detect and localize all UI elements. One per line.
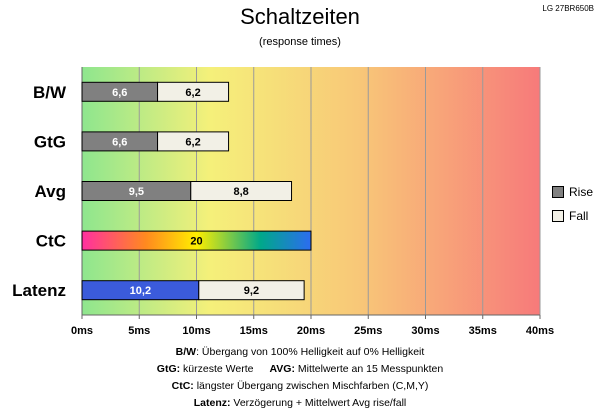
x-tick-label: 30ms [411, 325, 439, 337]
x-tick-label: 10ms [182, 325, 210, 337]
notes: B/W: Übergang von 100% Helligkeit auf 0%… [0, 344, 600, 412]
note-key: CtC: [171, 380, 194, 392]
bar-fall [190, 181, 293, 201]
note-key: GtG: [156, 363, 181, 375]
bar-rise [81, 230, 312, 251]
note-text: : Übergang von 100% Helligkeit auf 0% He… [196, 346, 425, 358]
data-label-rise: 6,6 [112, 136, 127, 148]
note-key: B/W [175, 346, 197, 358]
data-label-rise: 10,2 [130, 285, 151, 297]
chart-subtitle: (response times) [259, 36, 341, 48]
legend-label-rise: Rise [569, 185, 594, 199]
legend: Rise Fall [552, 180, 593, 228]
data-label-fall: 9,2 [244, 285, 259, 297]
note-text: längster Übergang zwischen Mischfarben (… [193, 380, 429, 392]
note-line-1: B/W: Übergang von 100% Helligkeit auf 0%… [0, 344, 600, 361]
note-text: Verzögerung + Mittelwert Avg rise/fall [230, 397, 407, 409]
model-label: LG 27BR650B [542, 4, 594, 13]
bar-fall [157, 81, 230, 102]
note-line-3: CtC: längster Übergang zwischen Mischfar… [0, 378, 600, 395]
category-label: B/W [33, 83, 67, 102]
category-label: Avg [35, 182, 67, 201]
legend-swatch-fall [552, 210, 564, 222]
note-key: AVG: [269, 363, 295, 375]
x-tick-label: 15ms [240, 325, 268, 337]
bar-fall [157, 131, 230, 152]
x-tick-label: 40ms [526, 325, 554, 337]
x-tick-label: 5ms [128, 325, 150, 337]
bars-layer: 6,6 6,2 6,6 6,2 9,5 8,8 20 10,2 9,2 [81, 81, 312, 301]
data-label-fall: 6,2 [185, 87, 200, 99]
legend-swatch-rise [552, 186, 564, 198]
category-label: CtC [36, 232, 66, 251]
category-labels: B/W GtG Avg CtC Latenz [12, 83, 67, 300]
x-tick-label: 35ms [469, 325, 497, 337]
response-time-chart: 6,6 6,2 6,6 6,2 9,5 8,8 20 10,2 9,2 B/W GtG Avg CtC… [12, 67, 554, 337]
data-label-fall: 6,2 [185, 136, 200, 148]
note-text: Mittelwerte an 15 Messpunkten [294, 363, 444, 375]
x-tick-label: 20ms [297, 325, 325, 337]
legend-item-fall: Fall [552, 204, 593, 228]
legend-item-rise: Rise [552, 180, 593, 204]
legend-label-fall: Fall [569, 209, 589, 223]
note-line-2: GtG: kürzeste Werte AVG: Mittelwerte an 1… [0, 361, 600, 378]
data-label-fall: 8,8 [234, 186, 249, 198]
note-key: Latenz: [193, 397, 231, 409]
note-text: kürzeste Werte [180, 363, 254, 375]
x-tick-label: 0ms [71, 325, 93, 337]
x-tick-labels: 0ms 5ms 10ms 15ms 20ms 25ms 30ms 35ms 40ms [71, 325, 554, 337]
category-label: GtG [34, 132, 66, 151]
bar-fall [198, 280, 305, 301]
data-label-rise: 20 [190, 236, 202, 248]
category-label: Latenz [12, 281, 66, 300]
chart-title: Schaltzeiten [240, 4, 360, 29]
data-label-rise: 6,6 [112, 87, 127, 99]
note-line-4: Latenz: Verzögerung + Mittelwert Avg ris… [0, 395, 600, 412]
data-label-rise: 9,5 [129, 186, 144, 198]
x-tick-label: 25ms [354, 325, 382, 337]
